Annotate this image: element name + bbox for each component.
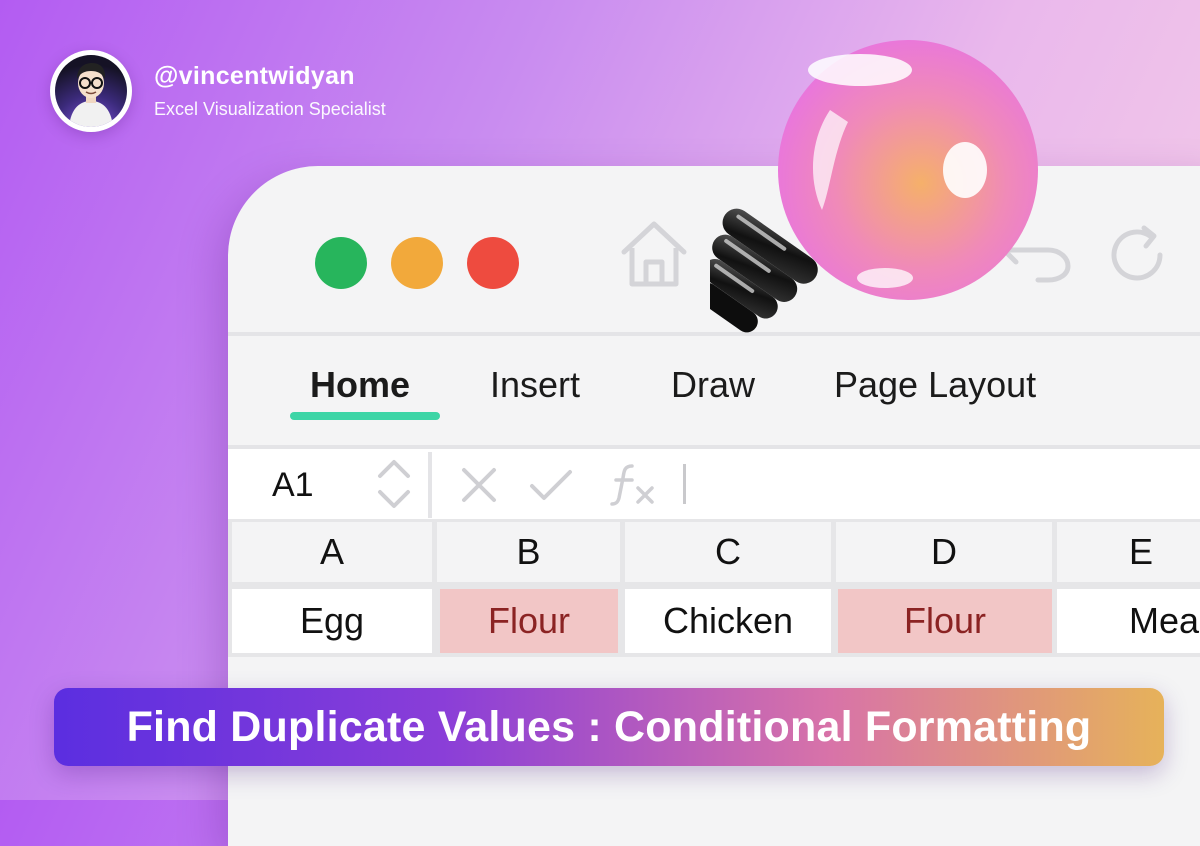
- name-box-divider: [428, 452, 432, 518]
- formula-bar: [228, 449, 1200, 519]
- name-box-stepper-icon[interactable]: [376, 456, 412, 512]
- cancel-icon[interactable]: [460, 466, 498, 504]
- cell-b1[interactable]: Flour: [440, 589, 618, 653]
- title-banner: Find Duplicate Values : Conditional Form…: [54, 688, 1164, 766]
- tab-insert[interactable]: Insert: [490, 364, 581, 405]
- window-close-button[interactable]: [467, 237, 519, 289]
- cell-d1[interactable]: Flour: [838, 589, 1052, 653]
- tab-page-layout[interactable]: Page Layout: [834, 364, 1037, 405]
- light-bulb-icon: [710, 40, 1038, 333]
- formula-input-caret[interactable]: [683, 464, 686, 504]
- home-icon[interactable]: [616, 216, 692, 292]
- tab-draw[interactable]: Draw: [671, 364, 756, 405]
- avatar-illustration: [69, 63, 113, 127]
- name-box[interactable]: A1: [272, 466, 314, 504]
- cell-e1[interactable]: Mea: [1057, 589, 1200, 653]
- column-header-d[interactable]: D: [836, 522, 1052, 582]
- author-handle: @vincentwidyan: [154, 62, 355, 90]
- window-maximize-button[interactable]: [315, 237, 367, 289]
- window-minimize-button[interactable]: [391, 237, 443, 289]
- banner-title: Find Duplicate Values : Conditional Form…: [126, 702, 1092, 751]
- column-header-a[interactable]: A: [232, 522, 432, 582]
- redo-icon[interactable]: [1104, 222, 1170, 288]
- column-header-e[interactable]: E: [1057, 522, 1200, 582]
- tab-home[interactable]: Home: [310, 364, 411, 405]
- column-header-b[interactable]: B: [437, 522, 620, 582]
- column-header-c[interactable]: C: [625, 522, 831, 582]
- toolbar-divider: [228, 332, 1200, 336]
- cell-a1[interactable]: Egg: [232, 589, 432, 653]
- author-header: @vincentwidyan Excel Visualization Speci…: [50, 50, 386, 132]
- avatar: [50, 50, 132, 132]
- cell-c1[interactable]: Chicken: [625, 589, 831, 653]
- function-icon[interactable]: [608, 462, 658, 506]
- ribbon-divider: [228, 445, 1200, 449]
- confirm-icon[interactable]: [528, 466, 574, 504]
- author-role: Excel Visualization Specialist: [154, 99, 386, 119]
- active-tab-indicator: [290, 412, 440, 420]
